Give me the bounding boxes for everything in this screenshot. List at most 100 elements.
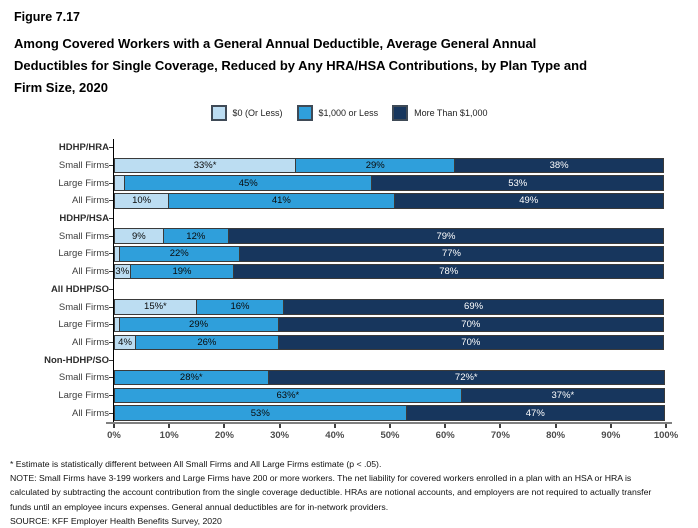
row-label: All Firms (72, 195, 109, 207)
bar-segment: 47% (405, 405, 665, 421)
x-axis-tick-label: 40% (325, 430, 345, 441)
plot-cell (113, 209, 666, 228)
plot-cell: 10% 41% 49% (113, 192, 666, 210)
y-axis-tick (109, 412, 113, 414)
x-axis-tick (499, 424, 502, 428)
bar-segment: 45% (124, 175, 373, 191)
chart-bar-row: All Firms 53% 47% (0, 404, 698, 422)
bar-segment: 33%* (114, 157, 297, 174)
bar-segment: 77% (238, 246, 664, 262)
stacked-bar: 22% 77% (114, 246, 666, 262)
y-axis-tick (109, 377, 113, 379)
plot-cell (113, 351, 666, 369)
chart-bar-row: All Firms 4% 26% 70% (0, 333, 698, 352)
bar-segment: 9% (114, 228, 164, 244)
bar-segment: 28%* (114, 369, 269, 386)
x-axis-tick-label: 0% (107, 430, 121, 441)
stacked-bar: 4% 26% 70% (114, 334, 666, 351)
stacked-bar: 33%* 29% 38% (114, 157, 666, 174)
y-axis-tick (109, 271, 113, 273)
bar-segment: 79% (227, 228, 664, 244)
bar-segment: 16% (195, 299, 285, 315)
chart-bar-row: Small Firms 28%* 72%* (0, 368, 698, 387)
legend-swatch-icon (210, 105, 227, 121)
bar-segment: 63%* (114, 387, 462, 404)
plot-cell: 3% 19% 78% (113, 262, 666, 281)
group-label: All HDHP/SO (50, 283, 109, 295)
bar-segment: 37%* (460, 387, 665, 404)
x-axis-tick (609, 424, 612, 428)
chart-bar-row: Large Firms 63%* 37%* (0, 386, 698, 405)
row-label: Large Firms (58, 248, 109, 260)
y-axis-tick (109, 324, 113, 326)
chart-group-row: HDHP/HSA (0, 209, 698, 228)
bar-segment: 38% (454, 157, 664, 174)
bar-segment: 26% (135, 334, 279, 351)
row-label: All Firms (72, 336, 109, 348)
y-axis-tick (109, 253, 113, 255)
row-label: Small Firms (58, 230, 109, 242)
bar-segment: 53% (371, 175, 664, 191)
legend-swatch-icon (296, 105, 313, 121)
bar-segment: 3% (114, 263, 131, 280)
legend-item-2: $1,000 or Less (296, 105, 379, 121)
bar-segment: 22% (118, 246, 240, 262)
plot-cell: 63%* 37%* (113, 386, 666, 405)
row-label: All Firms (72, 266, 109, 278)
legend-item-label: $1,000 or Less (318, 108, 379, 118)
legend-item-3: More Than $1,000 (392, 105, 487, 121)
plot-cell (113, 139, 666, 157)
y-axis-tick (109, 147, 113, 149)
footnote-source: SOURCE: KFF Employer Health Benefits Sur… (10, 515, 222, 526)
y-axis-tick (109, 200, 113, 202)
chart-bar-row: All Firms 3% 19% 78% (0, 262, 698, 281)
x-axis-tick (168, 424, 171, 428)
chart-bar-row: Small Firms 33%* 29% 38% (0, 156, 698, 175)
plot-cell: 29% 70% (113, 315, 666, 334)
stacked-bar: 3% 19% 78% (114, 263, 666, 280)
y-axis-tick (109, 218, 113, 220)
group-label: HDHP/HRA (58, 142, 109, 154)
legend-item-label: More Than $1,000 (414, 108, 488, 118)
x-axis-tick (333, 424, 336, 428)
x-axis-tick-label: 10% (159, 430, 179, 441)
plot-cell (113, 280, 666, 299)
chart-bar-row: Small Firms 9% 12% 79% (0, 227, 698, 246)
chart-bar-row: Small Firms 15%* 16% 69% (0, 298, 698, 316)
stacked-bar: 53% 47% (114, 405, 666, 421)
footnote-estimate: * Estimate is statistically different be… (10, 459, 382, 469)
plot-cell: 4% 26% 70% (113, 333, 666, 352)
x-axis-tick-label: 90% (601, 430, 621, 441)
bar-segment: 41% (168, 193, 395, 209)
bar-segment: 78% (233, 263, 664, 280)
stacked-bar: 45% 53% (114, 175, 666, 191)
footnotes: * Estimate is statistically different be… (10, 457, 667, 528)
x-axis-tick (444, 424, 447, 428)
y-axis-tick (109, 359, 113, 361)
x-axis-tick-label: 60% (435, 430, 455, 441)
figure-title: Among Covered Workers with a General Ann… (14, 33, 587, 99)
row-label: Small Firms (58, 301, 109, 313)
plot-cell: 33%* 29% 38% (113, 156, 666, 175)
chart-bar-row: All Firms 10% 41% 49% (0, 192, 698, 210)
bar-segment: 53% (114, 405, 407, 421)
bar-segment: 12% (162, 228, 229, 244)
y-axis-tick (109, 288, 113, 290)
x-axis-tick (665, 424, 667, 428)
chart-bar-row: Large Firms 22% 77% (0, 245, 698, 263)
y-axis-tick (109, 165, 113, 167)
plot-cell: 9% 12% 79% (113, 227, 666, 246)
group-label: Non-HDHP/SO (44, 354, 109, 366)
legend-item-1: $0 (Or Less) (210, 105, 283, 121)
x-axis-tick (554, 424, 557, 428)
bar-segment: 70% (277, 316, 664, 333)
x-axis-line (106, 422, 672, 424)
x-axis-tick-label: 70% (490, 430, 510, 441)
y-axis-tick (109, 182, 113, 184)
bar-segment: 4% (114, 334, 137, 351)
bar-segment: 72%* (267, 369, 665, 386)
bar-segment: 70% (277, 334, 664, 351)
stacked-bar: 15%* 16% 69% (114, 299, 666, 315)
chart-group-row: Non-HDHP/SO (0, 351, 698, 369)
row-label: Large Firms (58, 319, 109, 331)
